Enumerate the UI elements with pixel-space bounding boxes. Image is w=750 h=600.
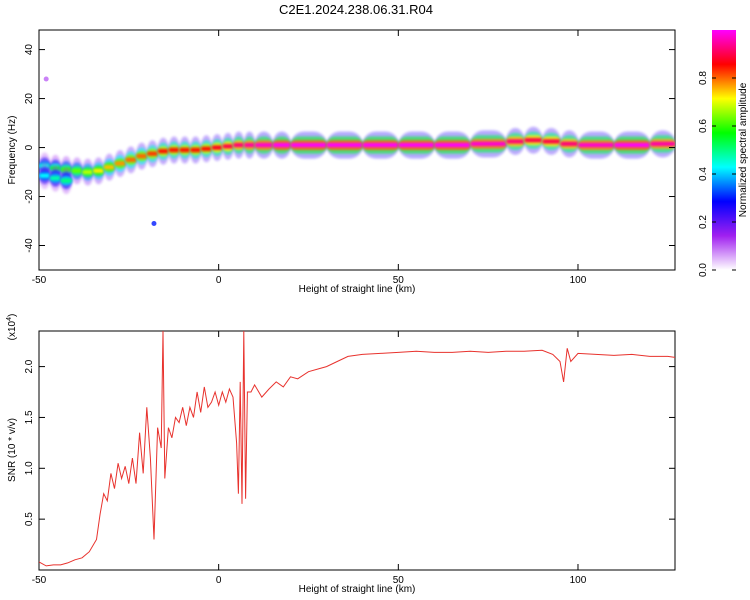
ridge-cell: [434, 142, 471, 148]
colorbar-tick-label: 0.8: [698, 71, 709, 85]
ridge-cell: [125, 157, 137, 162]
chart-title: C2E1.2024.238.06.31.R04: [279, 2, 433, 17]
snr-scale-suffix: ): [7, 314, 18, 317]
colorbar-gradient: [712, 30, 736, 270]
spectrogram-panel: -50 0 50 100 -40 -20 0 20 40 Height of straight …: [7, 29, 676, 295]
ridge-cell: [114, 161, 126, 166]
x-tick-label: -50: [32, 575, 47, 586]
ridge-cell: [577, 142, 615, 148]
ridge-cell: [470, 141, 507, 147]
ridge-cell: [326, 142, 363, 148]
colorbar-label: Normalized spectral amplitude: [738, 82, 749, 217]
ridge-cell: [398, 142, 435, 148]
ridge-cell: [211, 145, 223, 150]
colorbar-tick-label: 0.0: [698, 263, 709, 277]
ridge-cell: [524, 138, 543, 143]
ridge-cell: [222, 144, 234, 149]
ridge-cell: [71, 168, 83, 174]
isolated-point: [151, 220, 157, 226]
x-tick-label: 0: [216, 575, 222, 586]
spectrogram-ridge: [39, 76, 675, 226]
snr-series-line: [39, 331, 675, 567]
y-tick-label: 1.0: [24, 461, 35, 475]
y-tick-label: 0.5: [24, 512, 35, 526]
colorbar: 0.0 0.2 0.4 0.6 0.8 Normalized spectral ampl…: [698, 30, 749, 277]
colorbar-ticks: 0.0 0.2 0.4 0.6 0.8: [698, 71, 736, 277]
ridge-cell: [189, 147, 202, 153]
colorbar-tick-label: 0.2: [698, 215, 709, 229]
ridge-cell: [362, 142, 399, 148]
ridge-cell: [272, 142, 292, 148]
ridge-cell: [179, 147, 191, 153]
isolated-point: [43, 76, 49, 82]
spectrogram-ylabel: Frequency (Hz): [7, 116, 18, 185]
y-tick-label: 40: [24, 44, 35, 56]
x-tick-label: -50: [32, 275, 47, 286]
ridge-cell: [82, 169, 94, 175]
spectrogram-xlabel: Height of straight line (km): [299, 284, 416, 295]
ridge-cell: [243, 142, 256, 148]
x-tick-label: 100: [570, 575, 587, 586]
ridge-cell: [560, 141, 579, 147]
x-tick-label: 100: [570, 275, 587, 286]
y-tick-label: -20: [24, 189, 35, 204]
ridge-cell: [92, 168, 105, 174]
y-tick-label: 0: [24, 144, 35, 150]
snr-scale-prefix: (x10: [7, 320, 18, 340]
ridge-cell: [168, 147, 180, 153]
branch-cell: [49, 175, 62, 181]
y-tick-label: 2.0: [24, 359, 35, 373]
snr-ylabel: SNR (10 * v/v): [7, 418, 18, 482]
ridge-cell: [200, 146, 213, 151]
ridge-cell: [254, 142, 274, 148]
x-tick-label: 50: [393, 275, 405, 286]
branch-cell: [60, 178, 72, 183]
snr-xlabel: Height of straight line (km): [299, 584, 416, 595]
branch-cell: [39, 173, 51, 178]
snr-frame: [38, 330, 676, 571]
ridge-cell: [290, 142, 328, 148]
snr-panel: -50 0 50 100 0.5 1.0 1.5 2.0 Height of straight…: [6, 314, 676, 595]
ridge-cell: [157, 149, 169, 154]
ridge-cell: [649, 141, 675, 147]
ridge-cell: [506, 139, 525, 144]
ridge-cell: [103, 164, 116, 170]
colorbar-tick-label: 0.6: [698, 119, 709, 133]
ridge-cell: [542, 139, 561, 144]
colorbar-tick-label: 0.4: [698, 167, 709, 181]
snr-scale-label: (x104): [6, 314, 18, 341]
ridge-cell: [613, 142, 651, 148]
ridge-cell: [233, 142, 245, 148]
x-tick-label: 0: [216, 275, 222, 286]
y-tick-label: 1.5: [24, 410, 35, 424]
ridge-cell: [146, 151, 159, 156]
x-tick-label: 50: [393, 575, 405, 586]
y-tick-label: 20: [24, 93, 35, 105]
spectrogram-axes: -50 0 50 100 -40 -20 0 20 40: [24, 30, 675, 286]
y-tick-label: -40: [24, 238, 35, 253]
snr-scale-exponent: 4: [6, 317, 13, 321]
snr-axes: -50 0 50 100 0.5 1.0 1.5 2.0: [24, 331, 675, 586]
ridge-cell: [136, 153, 148, 159]
